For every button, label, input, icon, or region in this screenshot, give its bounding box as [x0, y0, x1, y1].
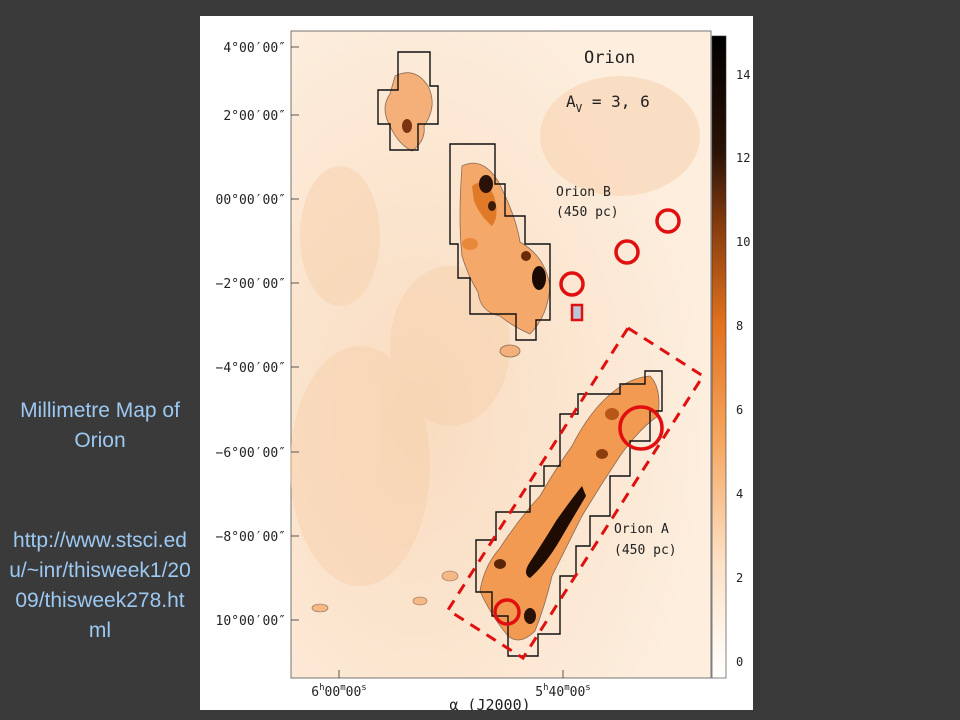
colorbar-tick-label: 2	[736, 571, 743, 585]
red-circle-marker	[618, 405, 664, 451]
colorbar-tick-label: 10	[736, 235, 750, 249]
northern-cloud-boundary	[377, 51, 439, 151]
colorbar-tick-label: 12	[736, 151, 750, 165]
colorbar-tick-label: 14	[736, 68, 750, 82]
colorbar-tick-label: 6	[736, 403, 743, 417]
orion-b-cloud	[459, 162, 551, 358]
map-axis-ticks	[291, 46, 564, 678]
red-square-marker	[570, 303, 584, 322]
extinction-label: AV = 3, 6	[566, 92, 650, 115]
ra-tick-label: 5h40m00s	[535, 683, 590, 700]
orion-a-boundary	[475, 370, 663, 657]
region-label: Orion	[584, 48, 635, 68]
red-circle-marker	[559, 271, 585, 297]
northern-cloud	[384, 72, 433, 152]
colorbar-tick-label: 8	[736, 319, 743, 333]
diffuse-emission	[290, 76, 700, 586]
orion-a-cloud	[311, 375, 660, 641]
red-circle-marker	[614, 239, 640, 265]
dec-tick-label: −4°00′00″	[216, 361, 286, 376]
dec-tick-label: 10°00′00″	[216, 614, 286, 629]
dec-tick-label: 4°00′00″	[223, 41, 286, 56]
red-circle-marker	[655, 208, 681, 234]
dec-tick-label: 2°00′00″	[223, 109, 286, 124]
slide-title: Millimetre Map of Orion	[20, 399, 180, 452]
orion-extinction-map: 4°00′00″ 2°00′00″ 00°00′00″ −2°00′00″ −4…	[200, 16, 753, 710]
orion-b-label: Orion B	[556, 185, 611, 200]
orion-a-dashed-box	[445, 325, 706, 661]
dec-tick-label: −8°00′00″	[216, 530, 286, 545]
orion-a-distance: (450 pc)	[614, 543, 677, 558]
dec-tick-label: 00°00′00″	[216, 193, 286, 208]
colorbar	[711, 35, 727, 679]
dec-tick-label: −6°00′00″	[216, 446, 286, 461]
orion-b-boundary	[449, 143, 551, 341]
colorbar-tick-label: 0	[736, 655, 743, 669]
ra-tick-label: 6h00m00s	[311, 683, 366, 700]
orion-a-label: Orion A	[614, 522, 669, 537]
red-circle-marker	[493, 598, 521, 626]
dec-tick-label: −2°00′00″	[216, 277, 286, 292]
x-axis-label: α (J2000)	[449, 696, 530, 710]
colorbar-tick-label: 4	[736, 487, 743, 501]
source-url[interactable]: http://www.stsci.edu/~inr/thisweek1/2009…	[9, 529, 191, 642]
orion-b-distance: (450 pc)	[556, 205, 619, 220]
